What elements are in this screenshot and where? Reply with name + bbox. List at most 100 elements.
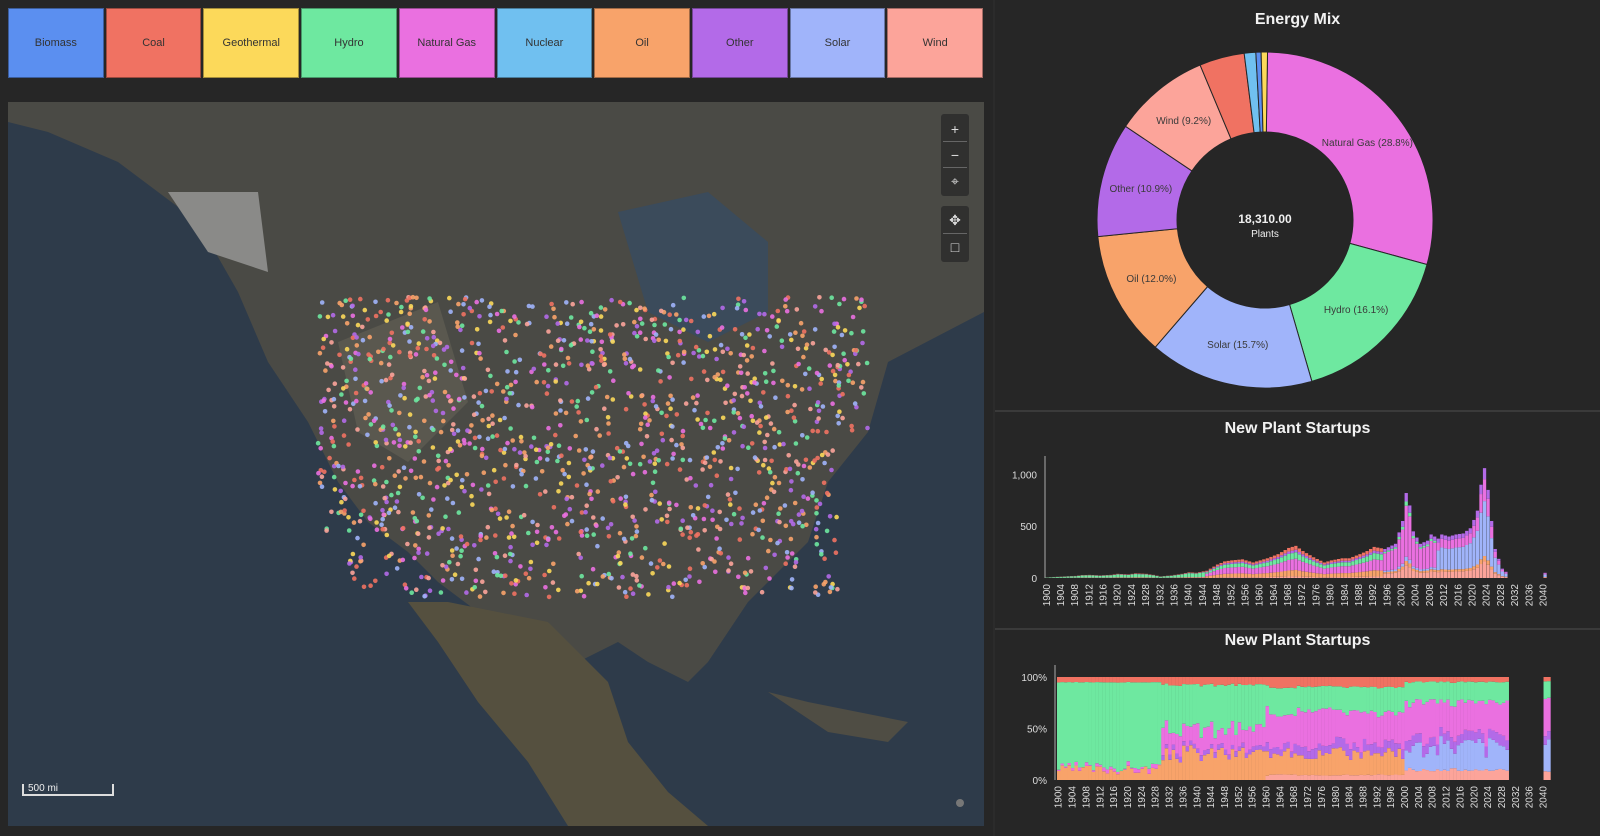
bar-segment-oil[interactable] (1276, 572, 1280, 577)
bar-segment-oil[interactable] (1468, 568, 1472, 571)
pct-bar-segment[interactable] (1467, 730, 1471, 740)
bar-segment-hydro[interactable] (1169, 575, 1173, 578)
pct-bar-segment[interactable] (1244, 757, 1249, 780)
bar-segment-hydro[interactable] (1080, 575, 1084, 578)
bar-segment-natural-gas[interactable] (1351, 565, 1355, 573)
bar-segment-natural-gas[interactable] (1319, 567, 1323, 574)
pct-bar-segment[interactable] (1084, 765, 1089, 780)
pct-bar-segment[interactable] (1401, 712, 1405, 750)
pct-bar-segment[interactable] (1394, 756, 1398, 775)
pct-bar-segment[interactable] (1171, 677, 1176, 686)
pct-bar-segment[interactable] (1547, 677, 1551, 682)
bar-segment-hydro[interactable] (1069, 576, 1074, 578)
pct-bar-segment[interactable] (1359, 752, 1364, 759)
pct-bar-segment[interactable] (1321, 775, 1325, 780)
pct-bar-segment[interactable] (1362, 775, 1367, 780)
pct-bar-segment[interactable] (1102, 771, 1106, 780)
pct-bar-segment[interactable] (1480, 770, 1485, 780)
pct-bar-segment[interactable] (1268, 749, 1273, 758)
pct-bar-segment[interactable] (1223, 685, 1228, 735)
pct-bar-segment[interactable] (1435, 703, 1440, 745)
bar-segment-hydro[interactable] (1187, 573, 1191, 578)
bar-segment-solar[interactable] (1411, 566, 1415, 569)
pct-bar-segment[interactable] (1168, 733, 1172, 755)
bar-segment-wind[interactable] (1418, 572, 1423, 578)
bar-segment-hydro[interactable] (1062, 576, 1067, 578)
bar-segment-other[interactable] (1297, 552, 1302, 555)
bar-segment-hydro[interactable] (1215, 567, 1220, 570)
bar-segment-oil[interactable] (1262, 573, 1266, 578)
pct-bar-segment[interactable] (1321, 745, 1325, 756)
filter-button-biomass[interactable]: Biomass (8, 8, 104, 78)
pct-bar-segment[interactable] (1505, 770, 1509, 780)
bar-segment-wind[interactable] (1255, 577, 1259, 578)
bar-segment-coal[interactable] (1308, 555, 1312, 558)
bar-segment-coal[interactable] (1201, 571, 1205, 573)
bar-segment-other[interactable] (1358, 557, 1362, 559)
pct-bar-segment[interactable] (1401, 687, 1405, 713)
bar-segment-wind[interactable] (1304, 576, 1309, 578)
bar-segment-oil[interactable] (1436, 570, 1440, 573)
pct-bar-segment[interactable] (1300, 711, 1304, 748)
bar-segment-oil[interactable] (1415, 569, 1419, 572)
bar-segment-natural-gas[interactable] (1279, 562, 1284, 572)
bar-segment-natural-gas[interactable] (1415, 543, 1419, 568)
pct-bar-segment[interactable] (1487, 738, 1492, 771)
bar-segment-wind[interactable] (1212, 577, 1216, 578)
bar-segment-hydro[interactable] (1329, 563, 1334, 568)
pct-bar-segment[interactable] (1390, 775, 1395, 780)
bar-segment-coal[interactable] (1329, 560, 1334, 563)
pct-bar-segment[interactable] (1359, 712, 1364, 753)
pct-bar-segment[interactable] (1432, 699, 1436, 737)
pct-bar-segment[interactable] (1547, 739, 1551, 772)
pct-bar-segment[interactable] (1310, 712, 1315, 750)
bar-segment-wind[interactable] (1415, 571, 1419, 578)
bar-segment-wind[interactable] (1493, 573, 1497, 578)
bar-segment-natural-gas[interactable] (1486, 498, 1490, 517)
pct-bar-segment[interactable] (1241, 742, 1245, 748)
bar-segment-other[interactable] (1386, 547, 1391, 551)
pct-bar-segment[interactable] (1407, 677, 1412, 684)
pct-bar-segment[interactable] (1088, 765, 1092, 766)
bar-segment-other[interactable] (1276, 557, 1280, 559)
bar-segment-natural-gas[interactable] (1251, 568, 1255, 575)
pct-bar-segment[interactable] (1414, 771, 1419, 780)
pct-bar-segment[interactable] (1185, 751, 1190, 780)
bar-segment-hydro[interactable] (1244, 563, 1248, 568)
pct-bar-segment[interactable] (1460, 734, 1464, 743)
bar-segment-wind[interactable] (1425, 572, 1430, 578)
pct-bar-segment[interactable] (1126, 677, 1131, 682)
pct-bar-segment[interactable] (1463, 740, 1468, 770)
pct-bar-segment[interactable] (1341, 750, 1346, 775)
pct-bar-segment[interactable] (1543, 736, 1548, 745)
pct-bar-segment[interactable] (1182, 677, 1186, 685)
bar-segment-oil[interactable] (1283, 571, 1287, 577)
bar-segment-wind[interactable] (1482, 561, 1487, 578)
bar-segment-oil[interactable] (1226, 573, 1230, 578)
pct-bar-segment[interactable] (1394, 743, 1398, 757)
pct-bar-segment[interactable] (1407, 752, 1412, 768)
pct-bar-segment[interactable] (1150, 767, 1155, 780)
pct-bar-segment[interactable] (1282, 774, 1287, 780)
pct-bar-segment[interactable] (1439, 677, 1443, 682)
pct-bar-segment[interactable] (1202, 727, 1207, 751)
bar-segment-wind[interactable] (1294, 576, 1298, 578)
bar-segment-other[interactable] (1315, 561, 1319, 563)
pct-bar-segment[interactable] (1202, 677, 1207, 685)
bar-segment-wind[interactable] (1251, 577, 1255, 578)
bar-segment-natural-gas[interactable] (1422, 547, 1426, 570)
pct-bar-segment[interactable] (1293, 677, 1297, 689)
pct-bar-segment[interactable] (1098, 677, 1103, 683)
pct-bar-segment[interactable] (1446, 699, 1450, 732)
pct-bar-segment[interactable] (1373, 687, 1377, 713)
bar-segment-hydro[interactable] (1340, 562, 1344, 567)
bar-segment-hydro[interactable] (1433, 540, 1437, 543)
pct-bar-segment[interactable] (1258, 745, 1263, 750)
pct-bar-segment[interactable] (1251, 685, 1256, 732)
bar-segment-hydro[interactable] (1084, 575, 1088, 578)
bar-segment-natural-gas[interactable] (1365, 561, 1369, 572)
pct-bar-segment[interactable] (1213, 752, 1218, 759)
pct-bar-segment[interactable] (1477, 738, 1482, 771)
pct-bar-segment[interactable] (1077, 677, 1082, 683)
pct-bar-segment[interactable] (1321, 677, 1325, 686)
